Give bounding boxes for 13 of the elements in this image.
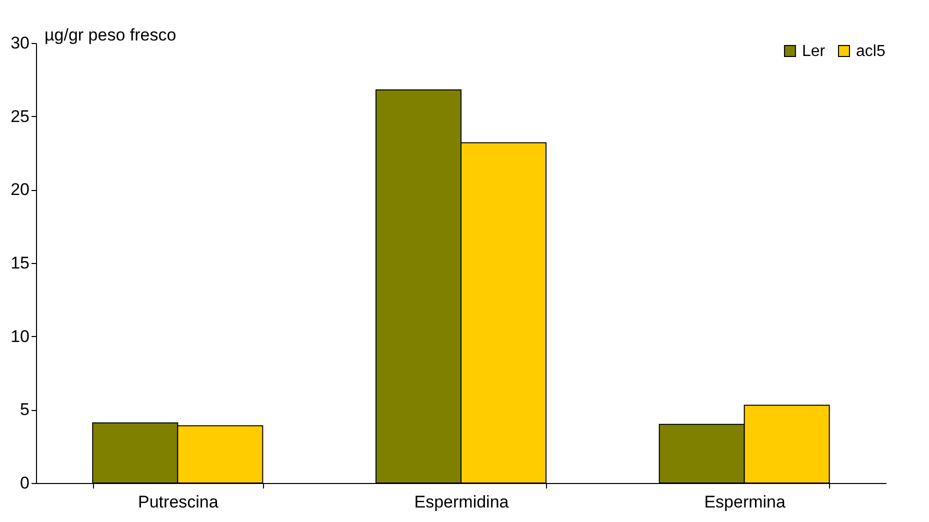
- x-tick-label: Putrescina: [138, 492, 219, 512]
- x-tick-label: Espermidina: [414, 492, 510, 512]
- y-tick-label: 15: [10, 254, 30, 272]
- y-tick-label: 10: [10, 326, 30, 346]
- x-tick-label: Espermina: [704, 492, 786, 512]
- y-tick-label: 30: [10, 34, 30, 52]
- y-tick-label: 5: [20, 400, 30, 420]
- legend-label: acl5: [856, 43, 886, 60]
- y-tick-label: 20: [10, 180, 30, 200]
- y-tick-label: 0: [20, 474, 30, 492]
- legend-label: Ler: [802, 43, 826, 60]
- y-tick-label: 25: [10, 106, 30, 126]
- y-axis-title: µg/gr peso fresco: [44, 26, 176, 44]
